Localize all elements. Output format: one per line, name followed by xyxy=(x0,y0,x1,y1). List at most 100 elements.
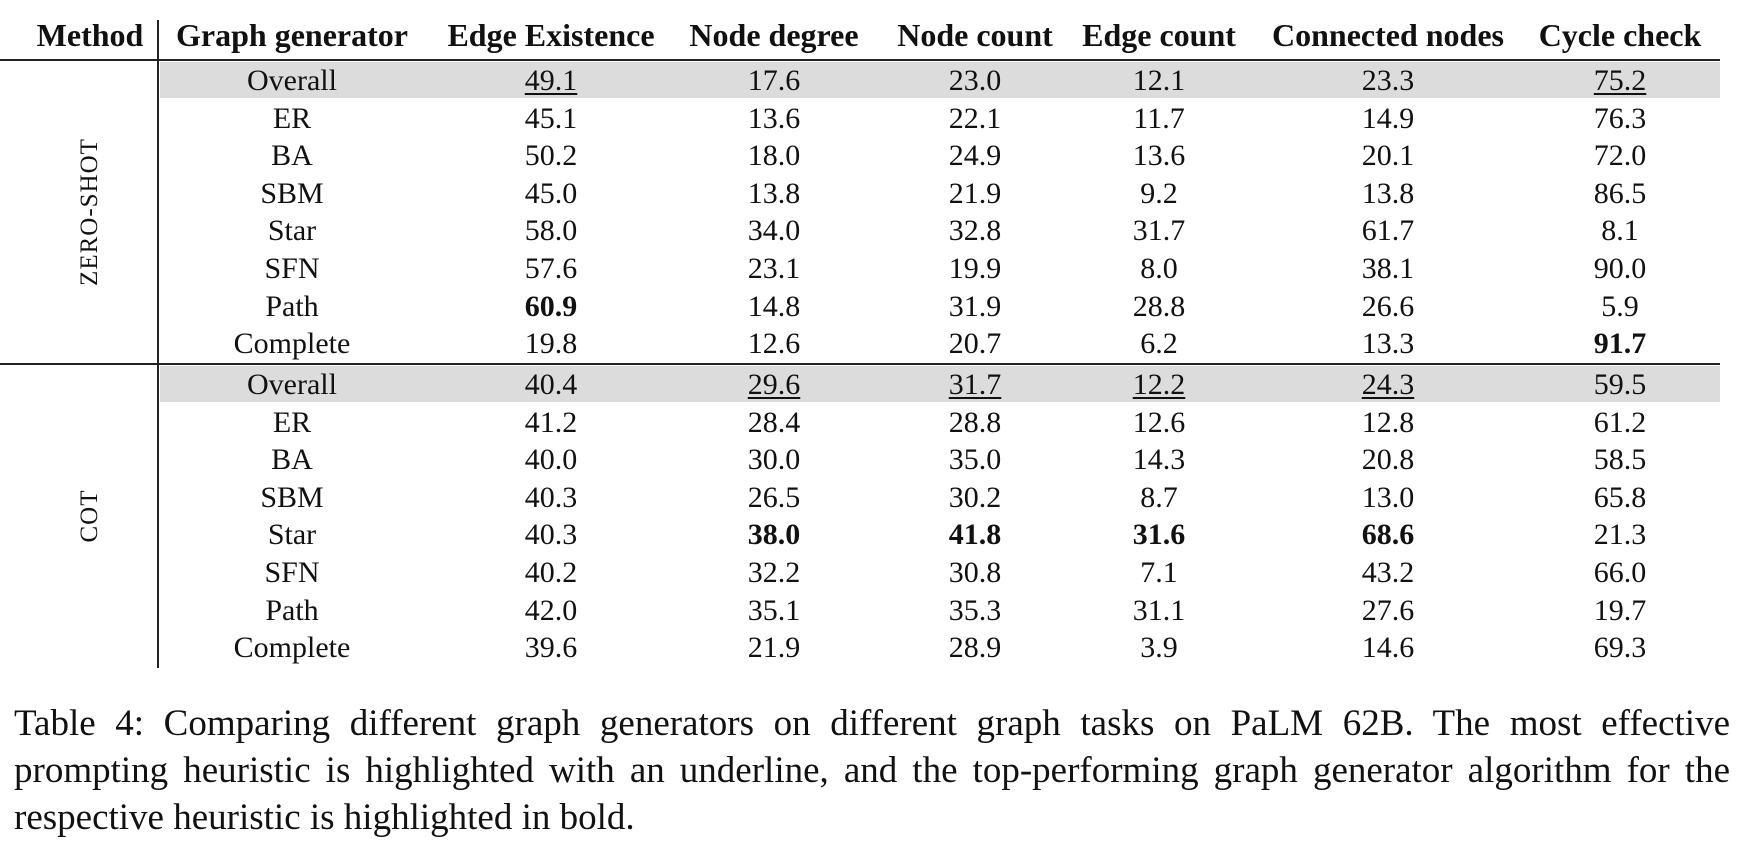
value-cell: 60.9 xyxy=(525,288,578,326)
value-cell: 3.9 xyxy=(1140,629,1178,667)
table-row: SFN 57.6 23.1 19.9 8.0 38.1 90.0 xyxy=(160,250,1720,288)
value-cell: 22.1 xyxy=(949,100,1002,138)
value-cell: 28.4 xyxy=(748,404,801,442)
value-text: 50.2 xyxy=(524,139,578,173)
table-row: Complete 19.8 12.6 20.7 6.2 13.3 91.7 xyxy=(160,325,1720,363)
value-text: 6.2 xyxy=(1140,327,1178,361)
table-row: Overall 49.1 17.6 23.0 12.1 23.3 75.2 xyxy=(160,62,1720,100)
value-text: 13.6 xyxy=(747,101,801,135)
value-cell: 12.2 xyxy=(1133,366,1186,404)
value-text: 39.6 xyxy=(524,631,578,665)
value-text: 20.7 xyxy=(948,327,1002,361)
value-cell: 8.1 xyxy=(1601,212,1639,250)
value-text: 76.3 xyxy=(1593,101,1647,135)
method-label: ZERO-SHOT xyxy=(76,138,103,287)
value-text: 29.6 xyxy=(747,368,801,401)
value-text: 31.7 xyxy=(948,368,1002,401)
value-cell: 13.8 xyxy=(1362,175,1415,213)
value-text: 26.6 xyxy=(1361,289,1415,323)
value-text: 19.8 xyxy=(524,327,578,361)
value-cell: 21.3 xyxy=(1594,516,1647,554)
value-cell: 30.2 xyxy=(949,479,1002,517)
value-text: 12.1 xyxy=(1132,64,1186,97)
value-cell: 49.1 xyxy=(525,62,578,100)
value-cell: 28.8 xyxy=(949,404,1002,442)
value-text: 38.1 xyxy=(1361,252,1415,285)
value-text: 35.1 xyxy=(747,593,801,627)
value-text: 58.5 xyxy=(1593,443,1647,477)
value-cell: 35.3 xyxy=(949,592,1002,630)
table-row: BA 50.2 18.0 24.9 13.6 20.1 72.0 xyxy=(160,137,1720,175)
value-text: 12.6 xyxy=(747,327,801,361)
value-text: 35.3 xyxy=(948,593,1002,627)
value-cell: 50.2 xyxy=(525,137,578,175)
graph-generator-cell: Star xyxy=(267,214,317,248)
value-text: 23.0 xyxy=(948,64,1002,97)
value-cell: 76.3 xyxy=(1594,100,1647,138)
value-text: 19.9 xyxy=(948,252,1002,285)
value-text: 40.3 xyxy=(524,480,578,514)
value-cell: 23.1 xyxy=(748,250,801,288)
value-cell: 26.6 xyxy=(1362,288,1415,326)
value-text: 11.7 xyxy=(1133,101,1185,135)
value-text: 3.9 xyxy=(1140,631,1178,665)
value-cell: 11.7 xyxy=(1133,100,1184,138)
column-header: Method xyxy=(36,17,144,53)
value-cell: 30.0 xyxy=(748,441,801,479)
value-text: 9.2 xyxy=(1140,176,1178,210)
value-text: 21.3 xyxy=(1593,518,1647,552)
value-text: 21.9 xyxy=(948,176,1002,210)
value-text: 31.1 xyxy=(1132,593,1186,627)
value-cell: 23.0 xyxy=(949,62,1002,100)
table-row: SFN 40.2 32.2 30.8 7.1 43.2 66.0 xyxy=(160,554,1720,592)
value-text: 31.7 xyxy=(1132,214,1186,248)
value-cell: 35.0 xyxy=(949,441,1002,479)
value-text: 30.0 xyxy=(747,443,801,477)
value-cell: 34.0 xyxy=(748,212,801,250)
value-cell: 45.1 xyxy=(525,100,578,138)
value-cell: 41.2 xyxy=(525,404,578,442)
group-separator-rule xyxy=(0,363,1720,365)
value-cell: 40.3 xyxy=(525,479,578,517)
value-text: 13.3 xyxy=(1361,327,1415,361)
value-text: 13.0 xyxy=(1361,480,1415,514)
value-cell: 58.0 xyxy=(525,212,578,250)
value-cell: 8.7 xyxy=(1140,479,1178,517)
value-text: 75.2 xyxy=(1593,64,1647,97)
value-text: 8.1 xyxy=(1601,214,1639,248)
value-text: 14.8 xyxy=(747,289,801,323)
value-cell: 26.5 xyxy=(748,479,801,517)
value-cell: 17.6 xyxy=(748,62,801,100)
value-cell: 13.6 xyxy=(748,100,801,138)
value-text: 19.7 xyxy=(1593,593,1647,627)
value-text: 45.1 xyxy=(524,101,578,135)
graph-generator-cell: Star xyxy=(267,518,317,552)
method-label: COT xyxy=(76,489,103,543)
overall-row-highlight xyxy=(160,62,1720,98)
graph-generator-cell: Complete xyxy=(233,631,351,665)
value-cell: 59.5 xyxy=(1594,366,1647,404)
table-row: Star 40.3 38.0 41.8 31.6 68.6 21.3 xyxy=(160,516,1720,554)
value-cell: 75.2 xyxy=(1594,62,1647,100)
value-cell: 29.6 xyxy=(748,366,801,404)
value-text: 35.0 xyxy=(948,443,1002,477)
results-table: Method Graph generator Edge Existence Node … xyxy=(0,17,1720,668)
value-cell: 12.6 xyxy=(1133,404,1186,442)
value-cell: 24.9 xyxy=(949,137,1002,175)
value-text: 5.9 xyxy=(1601,289,1639,323)
graph-generator-cell: Overall xyxy=(247,368,337,401)
value-text: 38.0 xyxy=(747,518,801,552)
value-cell: 65.8 xyxy=(1594,479,1647,517)
value-text: 13.8 xyxy=(747,176,801,210)
value-text: 27.6 xyxy=(1361,593,1415,627)
table-row: BA 40.0 30.0 35.0 14.3 20.8 58.5 xyxy=(160,441,1720,479)
value-cell: 61.7 xyxy=(1362,212,1415,250)
value-text: 14.3 xyxy=(1132,443,1186,477)
value-cell: 23.3 xyxy=(1362,62,1415,100)
value-cell: 28.9 xyxy=(949,629,1002,667)
graph-generator-cell: Overall xyxy=(247,64,337,97)
value-cell: 31.9 xyxy=(949,288,1002,326)
value-cell: 6.2 xyxy=(1140,325,1178,363)
value-text: 91.7 xyxy=(1593,327,1647,361)
table-row: SBM 40.3 26.5 30.2 8.7 13.0 65.8 xyxy=(160,479,1720,517)
